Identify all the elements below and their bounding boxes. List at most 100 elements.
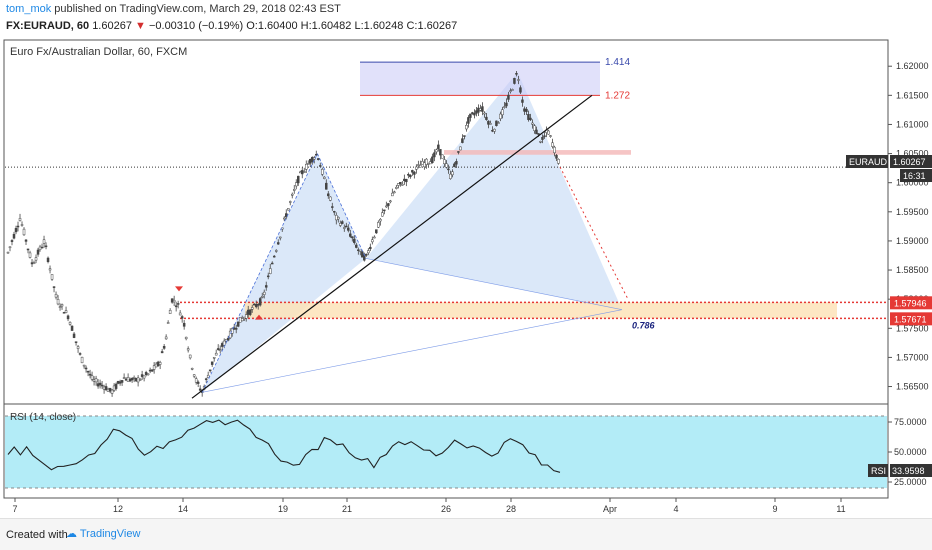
candle-body <box>170 298 174 303</box>
candle-body <box>527 113 530 120</box>
price-chart[interactable]: Euro Fx/Australian Dollar, 60, FXCM 1.41… <box>0 38 932 518</box>
candle-body <box>144 372 148 376</box>
candle-body <box>266 275 270 278</box>
candle-body <box>60 304 64 307</box>
candle-body <box>293 189 296 191</box>
candle-body <box>148 369 152 372</box>
candle-body <box>327 193 330 197</box>
current-price-badge: 1.60267 <box>890 155 932 168</box>
candle-body <box>347 227 350 231</box>
candle-body <box>399 181 402 185</box>
candle-body <box>6 251 10 254</box>
price-tick-label: 1.61000 <box>896 119 929 129</box>
candle-body <box>499 113 502 119</box>
candle-body <box>553 146 556 154</box>
candle-body <box>68 322 72 325</box>
candle-body <box>260 296 264 298</box>
candle-body <box>455 161 458 165</box>
price-tick-label: 1.57500 <box>896 323 929 333</box>
candle-body <box>102 386 106 390</box>
candle-body <box>307 163 310 165</box>
candle-body <box>206 374 210 378</box>
candle-body <box>557 159 560 164</box>
rsi-tick-label: 75.0000 <box>894 417 927 427</box>
candle-body <box>252 303 256 306</box>
candle-body <box>106 388 110 392</box>
candle-body <box>443 159 446 164</box>
chart-frame[interactable]: Euro Fx/Australian Dollar, 60, FXCM 1.41… <box>0 38 932 518</box>
pattern-triangle-xab <box>202 153 366 393</box>
candle-body <box>288 201 292 203</box>
candle-body <box>66 315 70 320</box>
candle-body <box>493 128 496 132</box>
candle-body <box>525 108 528 112</box>
candle-body <box>190 368 194 370</box>
candle-body <box>220 343 224 347</box>
candle-body <box>517 79 520 81</box>
candle-body <box>108 387 112 392</box>
candle-body <box>272 255 276 258</box>
candle-body <box>126 377 130 382</box>
publish-info: published on TradingView.com, March 29, … <box>51 3 341 15</box>
candle-body <box>335 215 338 221</box>
candle-body <box>391 192 394 197</box>
candle-body <box>509 90 512 92</box>
author-link[interactable]: tom_mok <box>6 3 52 15</box>
candle-body <box>421 161 424 165</box>
candle-body <box>34 257 38 261</box>
candle-body <box>371 239 374 243</box>
candle-body <box>212 356 216 359</box>
candle-body <box>76 346 80 349</box>
candle-body <box>242 316 246 319</box>
time-tick-label: 9 <box>772 504 777 514</box>
candle-body <box>228 330 232 339</box>
quote-line: FX:EURAUD, 60 1.60267 ▼ −0.00310 (−0.19%… <box>6 20 457 32</box>
candle-body <box>180 316 184 319</box>
candle-body <box>461 138 464 143</box>
candle-body <box>276 242 280 245</box>
candle-body <box>86 370 90 373</box>
rsi-tick-label: 50.0000 <box>894 447 927 457</box>
candle-body <box>379 219 382 222</box>
candle-body <box>427 163 430 165</box>
candle-body <box>226 337 230 341</box>
candle-body <box>120 380 124 383</box>
candle-body <box>238 317 242 323</box>
candle-body <box>473 113 476 116</box>
candle-body <box>401 184 404 186</box>
candle-body <box>268 268 272 274</box>
candle-body <box>367 250 370 254</box>
candle-body <box>551 142 554 147</box>
candle-body <box>198 388 202 391</box>
price-tick-label: 1.60500 <box>896 149 929 159</box>
candle-body <box>18 218 22 221</box>
candle-body <box>188 354 192 359</box>
candle-body <box>216 348 220 350</box>
candle-body <box>158 362 162 365</box>
candle-body <box>319 165 322 167</box>
trendline <box>191 94 593 399</box>
candle-body <box>160 351 164 354</box>
candle-body <box>471 112 474 114</box>
candle-body <box>36 249 40 255</box>
candle-body <box>441 154 444 159</box>
candle-body <box>182 322 186 327</box>
tradingview-logo[interactable]: ☁ TradingView <box>66 528 141 540</box>
candle-body <box>248 309 252 315</box>
candle-body <box>250 307 254 310</box>
candle-body <box>12 233 16 239</box>
candle-body <box>32 262 36 265</box>
candle-body <box>389 200 392 203</box>
candle-body <box>483 112 486 115</box>
candle-body <box>507 94 510 100</box>
fib-extension-box <box>360 62 600 96</box>
level-badge-upper: 1.57946 <box>890 296 932 310</box>
candle-body <box>431 156 434 163</box>
price-tick-label: 1.57000 <box>896 352 929 362</box>
price-tick-label: 1.62000 <box>896 61 929 71</box>
candle-body <box>503 106 506 108</box>
time-tick-label: Apr <box>603 504 617 514</box>
candle-body <box>523 108 526 112</box>
candle-body <box>88 373 92 376</box>
price-tick-label: 1.61500 <box>896 90 929 100</box>
